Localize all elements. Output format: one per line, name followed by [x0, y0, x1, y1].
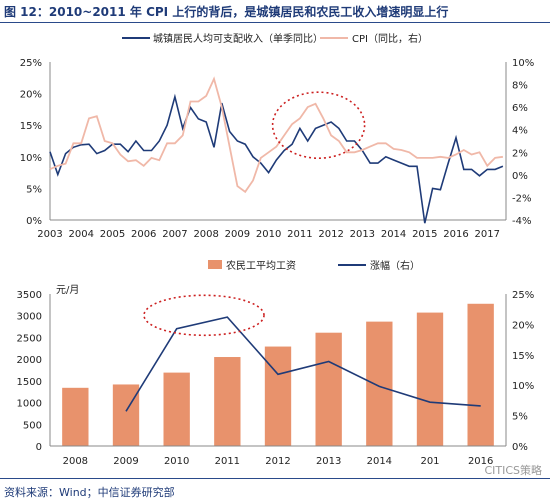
bar-wage — [112, 384, 140, 446]
left-tick-label: 0% — [26, 216, 42, 227]
left-tick-label: 5% — [26, 184, 42, 195]
highlight-ellipse — [143, 294, 265, 337]
bar-wage — [416, 312, 444, 446]
x-tick-label: 2014 — [381, 229, 406, 240]
bottom-legend: 农民工平均工资 涨幅（右） — [208, 259, 420, 272]
right-tick-label: 25% — [512, 290, 534, 301]
x-tick-label: 2009 — [225, 229, 250, 240]
right-tick-label: -4% — [512, 216, 531, 227]
x-tick-label: 2016 — [468, 456, 493, 467]
x-tick-label: 2010 — [164, 456, 189, 467]
x-tick-label: 2012 — [265, 456, 290, 467]
source-note: 资料来源：Wind；中信证券研究部 — [4, 486, 175, 499]
figure-title-bar: 图 12：2010~2011 年 CPI 上行的背后，是城镇居民和农民工收入增速… — [0, 0, 550, 23]
x-tick-label: 2017 — [475, 229, 500, 240]
right-tick-label: 10% — [512, 58, 534, 69]
series-line-income — [49, 93, 504, 224]
series-line-cpi — [49, 76, 504, 194]
x-tick-label: 2007 — [162, 229, 187, 240]
x-tick-label: 2013 — [316, 456, 341, 467]
left-tick-label: 20% — [20, 90, 42, 101]
x-tick-label: 2004 — [69, 229, 94, 240]
legend-swatch-wage — [208, 260, 222, 269]
top-line-chart: 城镇居民人均可支配收入（单季同比） CPI（同比，右） 0% 5% 10% 15% 20% 2… — [20, 32, 534, 240]
left-tick-label: 3500 — [17, 290, 42, 301]
series-line-growth — [125, 316, 481, 412]
right-tick-label: 20% — [512, 320, 534, 331]
x-tick-label: 2016 — [443, 229, 468, 240]
bar-wage — [467, 303, 494, 446]
highlight-ellipse — [271, 91, 366, 159]
legend-label-growth: 涨幅（右） — [370, 259, 420, 272]
left-tick-label: 10% — [20, 153, 42, 164]
legend-label-cpi: CPI（同比，右） — [352, 32, 428, 45]
bar-wage — [163, 372, 190, 446]
x-tick-label: 201 — [420, 456, 439, 467]
x-tick-label: 2014 — [367, 456, 392, 467]
x-tick-label: 2008 — [63, 456, 88, 467]
right-tick-label: 0% — [512, 442, 528, 453]
left-tick-label: 15% — [20, 121, 42, 132]
right-tick-label: 2% — [512, 148, 528, 159]
bar-wage — [315, 332, 342, 446]
right-tick-label: 6% — [512, 103, 528, 114]
unit-label: 元/月 — [56, 284, 79, 296]
x-tick-label: 2003 — [37, 229, 62, 240]
right-tick-label: 5% — [512, 412, 528, 423]
bar-wage — [62, 387, 89, 446]
source-bar: 资料来源：Wind；中信证券研究部 — [0, 478, 550, 500]
figure-title: 图 12：2010~2011 年 CPI 上行的背后，是城镇居民和农民工收入增速… — [4, 5, 449, 19]
right-tick-label: 8% — [512, 81, 528, 92]
legend-label-wage: 农民工平均工资 — [226, 259, 296, 272]
bar-wage — [264, 346, 292, 446]
left-tick-label: 3000 — [17, 312, 42, 323]
x-tick-label: 2011 — [215, 456, 240, 467]
x-tick-label: 2006 — [131, 229, 156, 240]
left-tick-label: 1500 — [17, 377, 42, 388]
right-tick-label: 15% — [512, 351, 534, 362]
watermark: CITICS策略 — [484, 464, 542, 477]
bottom-bar-chart: 农民工平均工资 涨幅（右） 元/月 0 500 1000 1500 2000 2500 3000 3… — [17, 259, 535, 467]
right-tick-label: 0% — [512, 171, 528, 182]
x-tick-label: 2009 — [113, 456, 138, 467]
x-tick-label: 2011 — [287, 229, 312, 240]
x-tick-label: 2010 — [256, 229, 281, 240]
right-tick-label: 10% — [512, 381, 534, 392]
right-tick-label: 4% — [512, 126, 528, 137]
bar-wage — [366, 321, 393, 446]
left-tick-label: 1000 — [17, 399, 42, 410]
left-tick-label: 2000 — [17, 355, 42, 366]
left-tick-label: 25% — [20, 58, 42, 69]
x-tick-label: 2005 — [100, 229, 125, 240]
left-tick-label: 0 — [36, 442, 42, 453]
top-legend: 城镇居民人均可支配收入（单季同比） CPI（同比，右） — [122, 32, 428, 45]
x-tick-label: 2013 — [350, 229, 375, 240]
left-tick-label: 500 — [23, 420, 42, 431]
x-tick-label: 2015 — [412, 229, 437, 240]
legend-label-income: 城镇居民人均可支配收入（单季同比） — [153, 32, 323, 45]
x-tick-label: 2012 — [318, 229, 343, 240]
right-tick-label: -2% — [512, 193, 531, 204]
left-tick-label: 2500 — [17, 333, 42, 344]
bar-wage — [214, 357, 241, 446]
x-tick-label: 2008 — [193, 229, 218, 240]
